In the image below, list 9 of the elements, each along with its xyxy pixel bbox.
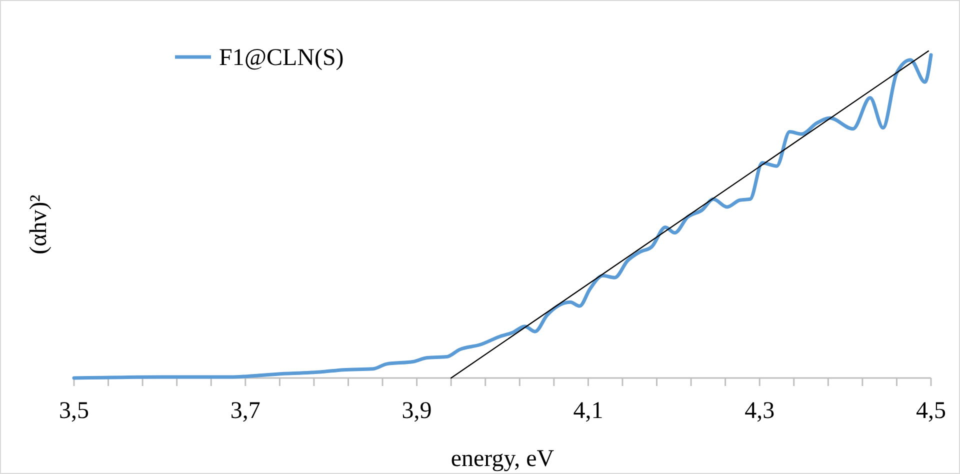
x-axis-title: energy, eV [450, 446, 555, 472]
legend-label: F1@CLN(S) [219, 45, 344, 71]
x-tick-label: 3,5 [59, 398, 89, 424]
x-tick-label: 4,3 [744, 398, 775, 424]
x-tick-label: 3,7 [230, 398, 260, 424]
x-tick-label: 4,1 [573, 398, 604, 424]
y-axis-title: (αhv)² [26, 194, 52, 254]
x-tick-label: 3,9 [402, 398, 432, 424]
x-tick-label: 4,5 [916, 398, 946, 424]
